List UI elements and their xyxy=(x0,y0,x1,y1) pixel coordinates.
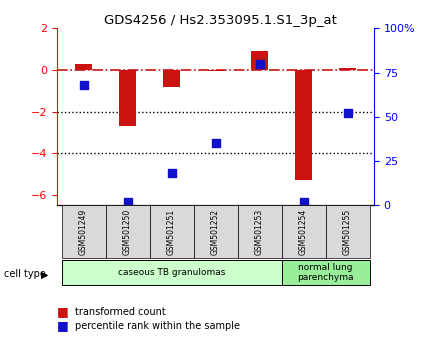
Point xyxy=(212,141,219,146)
Text: GSM501252: GSM501252 xyxy=(211,209,220,255)
Text: ▶: ▶ xyxy=(41,269,48,279)
Point xyxy=(168,171,175,176)
Text: percentile rank within the sample: percentile rank within the sample xyxy=(75,321,240,331)
Text: ■: ■ xyxy=(57,319,69,332)
Point xyxy=(344,110,351,116)
Bar xyxy=(339,68,356,70)
Text: GSM501254: GSM501254 xyxy=(299,209,308,255)
Text: transformed count: transformed count xyxy=(75,307,165,316)
Text: GSM501249: GSM501249 xyxy=(79,209,88,255)
FancyBboxPatch shape xyxy=(150,205,194,258)
FancyBboxPatch shape xyxy=(282,260,370,285)
Text: cell type: cell type xyxy=(4,269,46,279)
FancyBboxPatch shape xyxy=(194,205,238,258)
Point xyxy=(124,199,131,205)
Text: GDS4256 / Hs2.353095.1.S1_3p_at: GDS4256 / Hs2.353095.1.S1_3p_at xyxy=(103,14,337,27)
Bar xyxy=(75,64,92,70)
FancyBboxPatch shape xyxy=(238,205,282,258)
Text: GSM501255: GSM501255 xyxy=(343,209,352,255)
Bar xyxy=(251,51,268,70)
FancyBboxPatch shape xyxy=(282,205,326,258)
FancyBboxPatch shape xyxy=(106,205,150,258)
FancyBboxPatch shape xyxy=(62,260,282,285)
FancyBboxPatch shape xyxy=(62,205,106,258)
Text: GSM501251: GSM501251 xyxy=(167,209,176,255)
FancyBboxPatch shape xyxy=(326,205,370,258)
Bar xyxy=(295,70,312,180)
Point xyxy=(256,61,263,67)
Bar xyxy=(119,70,136,126)
Point xyxy=(80,82,87,88)
Text: GSM501250: GSM501250 xyxy=(123,209,132,255)
Bar xyxy=(207,70,224,71)
Text: ■: ■ xyxy=(57,305,69,318)
Point xyxy=(300,199,307,205)
Text: normal lung
parenchyma: normal lung parenchyma xyxy=(297,263,354,282)
Bar xyxy=(163,70,180,87)
Text: caseous TB granulomas: caseous TB granulomas xyxy=(118,268,225,277)
Text: GSM501253: GSM501253 xyxy=(255,209,264,255)
